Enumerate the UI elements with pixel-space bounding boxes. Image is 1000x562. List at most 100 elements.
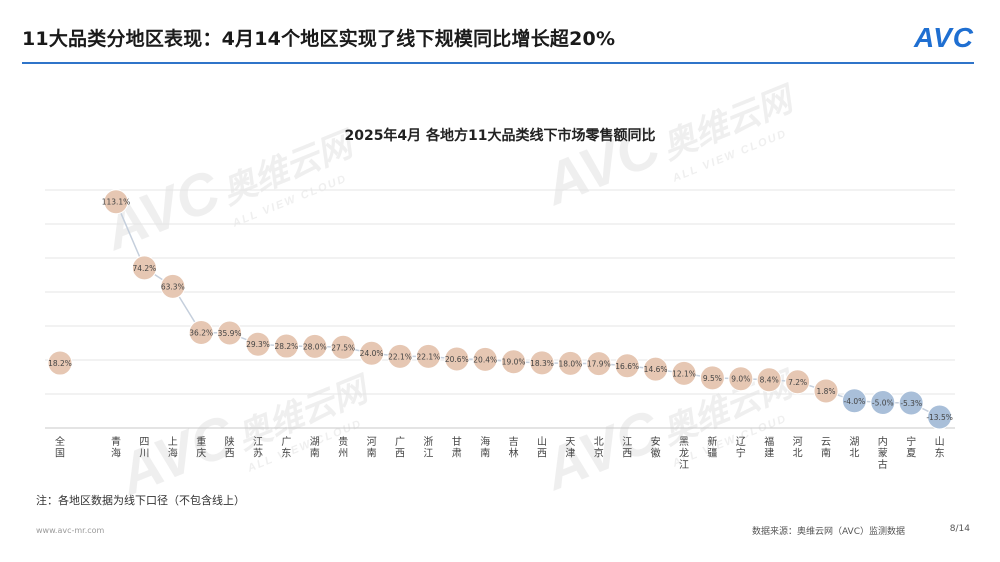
data-point (699, 365, 725, 391)
x-tick-label: 内蒙古 (878, 435, 888, 471)
x-tick-label: 山东 (935, 436, 945, 460)
page-title: 11大品类分地区表现：4月14个地区实现了线下规模同比增长超20% (22, 28, 616, 50)
x-tick-label: 北京 (594, 436, 604, 460)
data-label: 28.2% (274, 342, 298, 351)
x-tick-label: 重庆 (196, 435, 206, 460)
x-tick-label: 浙江 (423, 436, 433, 460)
data-point (586, 351, 612, 377)
x-tick-label: 辽宁 (736, 436, 746, 460)
chart-grid (45, 189, 955, 429)
data-label: 22.1% (416, 352, 440, 361)
x-tick-label: 山西 (537, 436, 547, 460)
x-tick-label: 福建 (764, 435, 774, 460)
x-tick-label: 贵州 (338, 435, 348, 460)
x-tick-label: 甘肃 (452, 435, 462, 460)
x-tick-label: 海南 (480, 435, 490, 460)
footer-website: www.avc-mr.com (36, 526, 105, 535)
data-label: 20.4% (473, 355, 497, 364)
x-tick-label: 湖南 (310, 436, 320, 460)
data-label: 16.6% (615, 362, 639, 371)
data-point (813, 378, 839, 404)
data-point (529, 350, 555, 376)
data-point (330, 334, 356, 360)
data-point (501, 349, 527, 375)
data-point (188, 319, 214, 345)
data-label: 35.9% (218, 329, 242, 338)
x-tick-label: 天津 (565, 437, 575, 460)
data-point (103, 189, 129, 215)
data-label: 9.5% (703, 374, 722, 383)
data-label: 24.0% (360, 349, 384, 358)
data-point (217, 320, 243, 346)
x-tick-label: 河北 (793, 436, 803, 460)
data-point (387, 343, 413, 369)
data-label: -4.0% (844, 397, 866, 406)
data-label: 7.2% (788, 378, 807, 387)
chart-title: 2025年4月 各地方11大品类线下市场零售额同比 (344, 127, 655, 144)
x-tick-label: 上海 (168, 436, 178, 460)
data-label: 63.3% (161, 282, 185, 291)
data-label: 12.1% (672, 369, 696, 378)
data-point (302, 333, 328, 359)
data-label: 27.5% (331, 343, 355, 352)
data-label: 20.6% (445, 355, 469, 364)
avc-logo: AVC (913, 22, 974, 53)
data-label: 28.0% (303, 342, 327, 351)
chart-series: 18.2% 113.1% 74.2% 63.3% 36.2% 35.9% 29.3% 28.2… (47, 189, 953, 430)
data-label: 9.0% (731, 375, 750, 384)
data-label: 36.2% (189, 328, 213, 337)
x-tick-label: 河南 (367, 436, 377, 460)
data-point (671, 360, 697, 386)
x-tick-label: 吉林 (509, 436, 519, 460)
x-tick-label: 广东 (281, 436, 291, 460)
data-label: 1.8% (816, 387, 835, 396)
x-tick-label: 安徽 (651, 435, 661, 460)
line-chart: 2025年4月 各地方11大品类线下市场零售额同比 18.2% 113.1% 74.… (45, 127, 955, 471)
x-tick-label: 四川 (139, 437, 149, 460)
data-point (131, 255, 157, 281)
data-point (785, 369, 811, 395)
data-point (756, 367, 782, 393)
data-point (728, 366, 754, 392)
x-tick-label: 云南 (821, 437, 831, 460)
data-point (47, 350, 73, 376)
data-label: -13.5% (926, 413, 953, 422)
x-tick-label: 青海 (111, 435, 121, 460)
x-tick-label: 江西 (622, 436, 632, 460)
data-point (472, 346, 498, 372)
data-point (898, 390, 924, 416)
x-tick-label: 陕西 (225, 435, 235, 460)
data-label: 18.0% (558, 359, 582, 368)
data-point (273, 333, 299, 359)
data-label: 18.3% (530, 359, 554, 368)
data-point (160, 273, 186, 299)
x-tick-label: 广西 (395, 436, 405, 460)
header-divider (22, 62, 974, 64)
data-point (444, 346, 470, 372)
data-label: 14.6% (644, 365, 668, 374)
data-point (359, 340, 385, 366)
data-label: 74.2% (132, 264, 156, 273)
data-label: -5.0% (872, 399, 894, 408)
x-axis-labels: 全国 青海四川上海重庆陕西江苏广东湖南贵州河南广西浙江甘肃海南吉林山西天津北京江西… (55, 435, 945, 471)
footnote: 注：各地区数据为线下口径（不包含线上） (36, 494, 245, 507)
data-label: 22.1% (388, 352, 412, 361)
x-tick-label: 新疆 (707, 435, 717, 460)
data-label: 113.1% (102, 198, 131, 207)
data-label: -5.3% (900, 399, 922, 408)
data-label: 8.4% (760, 376, 779, 385)
x-tick-label: 全国 (55, 435, 65, 460)
data-point (841, 388, 867, 414)
data-point (927, 404, 953, 430)
data-label: 18.2% (48, 359, 72, 368)
page-number: 8/14 (949, 524, 970, 534)
data-point (415, 343, 441, 369)
x-tick-label: 黑龙江 (679, 436, 689, 471)
data-point (557, 350, 583, 376)
data-point (643, 356, 669, 382)
data-label: 19.0% (502, 358, 526, 367)
data-label: 17.9% (587, 360, 611, 369)
x-tick-label: 宁夏 (906, 435, 916, 460)
x-tick-label: 湖北 (849, 436, 859, 460)
x-tick-label: 江苏 (253, 436, 263, 460)
